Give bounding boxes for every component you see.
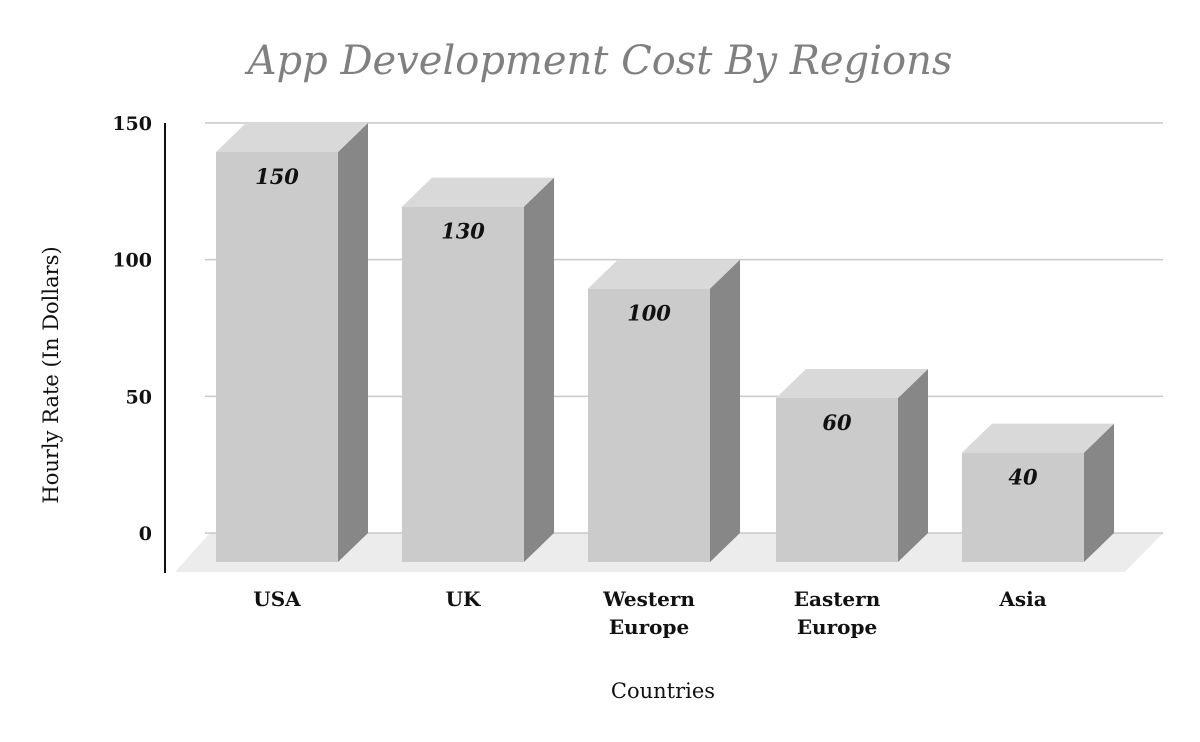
data-labels: 150 130 100 60 40 (255, 164, 1038, 490)
x-axis-title: Countries (611, 679, 715, 703)
bar-side (524, 177, 554, 562)
bar-front (962, 452, 1084, 562)
data-label: 40 (1008, 465, 1038, 490)
data-label: 100 (627, 301, 671, 326)
bar-side (338, 123, 368, 562)
y-tick-labels: 0 50 100 150 (112, 113, 152, 545)
bar-side (710, 259, 740, 562)
y-axis-title: Hourly Rate (In Dollars) (39, 246, 63, 503)
data-label: 130 (441, 219, 485, 244)
y-tick-label: 150 (112, 113, 152, 135)
bar-side (898, 369, 928, 562)
y-tick-label: 50 (126, 386, 152, 408)
bar-top (216, 123, 368, 152)
bar (776, 369, 928, 562)
y-tick-label: 0 (139, 523, 152, 545)
bar (402, 177, 554, 562)
x-tick-label: Asia (998, 587, 1046, 611)
y-tick-label: 100 (112, 250, 152, 272)
data-label: 150 (255, 164, 299, 189)
bar-front (776, 398, 898, 562)
x-tick-label: UK (446, 587, 481, 611)
bar (588, 259, 740, 562)
bar-side (1084, 423, 1114, 562)
bar-top (962, 423, 1114, 453)
bar-front (588, 288, 710, 562)
bar (962, 423, 1114, 562)
bar-top (776, 369, 928, 398)
bar (216, 123, 368, 562)
bar-front (216, 152, 338, 562)
data-label: 60 (822, 410, 852, 435)
bar-top (588, 259, 740, 289)
bar-front (402, 206, 524, 562)
x-tick-label: Western Europe (602, 587, 695, 639)
chart-title: App Development Cost By Regions (244, 38, 953, 84)
x-tick-label: Eastern Europe (794, 587, 881, 639)
x-tick-labels: USA UK Western Europe Eastern Europe Asia (253, 587, 1046, 639)
bars (216, 123, 1114, 562)
x-tick-label: USA (253, 587, 301, 611)
bar-top (402, 177, 554, 207)
